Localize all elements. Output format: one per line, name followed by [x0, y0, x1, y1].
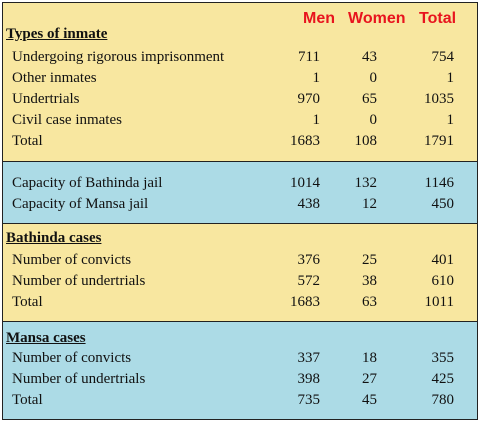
total-value: 610 — [431, 273, 455, 289]
men-value: 711 — [298, 49, 320, 65]
men-value: 1 — [312, 112, 321, 128]
men-value: 1014 — [290, 175, 320, 191]
table-row-total: Total 735 45 780 — [2, 392, 478, 412]
women-value: 65 — [362, 91, 377, 107]
row-label: Other inmates — [12, 70, 97, 86]
table-row: Undertrials 970 65 1035 — [2, 91, 478, 111]
men-value: 337 — [297, 350, 321, 366]
total-value: 355 — [431, 350, 455, 366]
table-row: Other inmates 1 0 1 — [2, 70, 478, 90]
women-value: 27 — [362, 371, 377, 387]
section-capacity: Capacity of Bathinda jail 1014 132 1146 … — [2, 161, 478, 223]
row-label: Undertrials — [12, 91, 80, 107]
table-row: Number of convicts 337 18 355 — [2, 350, 478, 370]
women-value: 38 — [362, 273, 377, 289]
women-value: 43 — [362, 49, 377, 65]
total-value: 1 — [446, 70, 455, 86]
men-value: 438 — [297, 196, 321, 212]
total-value: 1146 — [424, 175, 454, 191]
women-value: 0 — [369, 112, 378, 128]
row-label: Total — [12, 392, 43, 408]
table-border — [2, 2, 478, 420]
total-value: 450 — [431, 196, 455, 212]
women-value: 45 — [362, 392, 377, 408]
men-value: 1 — [312, 70, 321, 86]
table-row: Civil case inmates 1 0 1 — [2, 112, 478, 132]
men-value: 572 — [297, 273, 321, 289]
row-label: Number of convicts — [12, 350, 132, 366]
total-value: 425 — [431, 371, 455, 387]
women-value: 63 — [362, 294, 377, 310]
row-label: Undergoing rigorous imprisonment — [12, 49, 225, 65]
section-mansa-cases: Mansa cases Number of convicts 337 18 35… — [2, 321, 478, 420]
women-value: 25 — [362, 252, 377, 268]
section-header: Bathinda cases — [6, 230, 102, 246]
table-row: Number of undertrials 398 27 425 — [2, 371, 478, 391]
women-value: 12 — [362, 196, 377, 212]
total-value: 401 — [431, 252, 455, 268]
men-value: 376 — [297, 252, 321, 268]
women-value: 18 — [362, 350, 377, 366]
table-row: Number of undertrials 572 38 610 — [2, 273, 478, 293]
women-value: 0 — [369, 70, 378, 86]
table-row: Capacity of Mansa jail 438 12 450 — [2, 196, 478, 216]
column-header-men: Men — [303, 10, 335, 27]
column-header-total: Total — [419, 10, 457, 27]
total-value: 1011 — [424, 294, 454, 310]
women-value: 108 — [354, 133, 378, 149]
women-value: 132 — [354, 175, 378, 191]
total-value: 754 — [431, 49, 455, 65]
row-label: Number of undertrials — [12, 273, 146, 289]
total-value: 1 — [446, 112, 455, 128]
section-header: Mansa cases — [6, 330, 86, 346]
section-bathinda-cases: Bathinda cases Number of convicts 376 25… — [2, 223, 478, 321]
row-label: Capacity of Bathinda jail — [12, 175, 163, 191]
table-row-total: Total 1683 108 1791 — [2, 133, 478, 153]
men-value: 970 — [297, 91, 321, 107]
row-label: Civil case inmates — [12, 112, 122, 128]
row-label: Number of convicts — [12, 252, 132, 268]
row-label: Total — [12, 294, 43, 310]
men-value: 1683 — [290, 294, 320, 310]
section-header: Types of inmate — [6, 26, 108, 42]
total-value: 1035 — [424, 91, 454, 107]
section-types-of-inmate: Men Women Total Types of inmate Undergoi… — [2, 2, 478, 161]
men-value: 735 — [297, 392, 321, 408]
table-row: Number of convicts 376 25 401 — [2, 252, 478, 272]
table-row: Undergoing rigorous imprisonment 711 43 … — [2, 49, 478, 69]
total-value: 780 — [431, 392, 455, 408]
table-row-total: Total 1683 63 1011 — [2, 294, 478, 314]
total-value: 1791 — [424, 133, 454, 149]
column-header-women: Women — [348, 10, 406, 27]
men-value: 1683 — [290, 133, 320, 149]
table-row: Capacity of Bathinda jail 1014 132 1146 — [2, 175, 478, 195]
row-label: Number of undertrials — [12, 371, 146, 387]
row-label: Total — [12, 133, 43, 149]
men-value: 398 — [297, 371, 321, 387]
row-label: Capacity of Mansa jail — [12, 196, 149, 212]
